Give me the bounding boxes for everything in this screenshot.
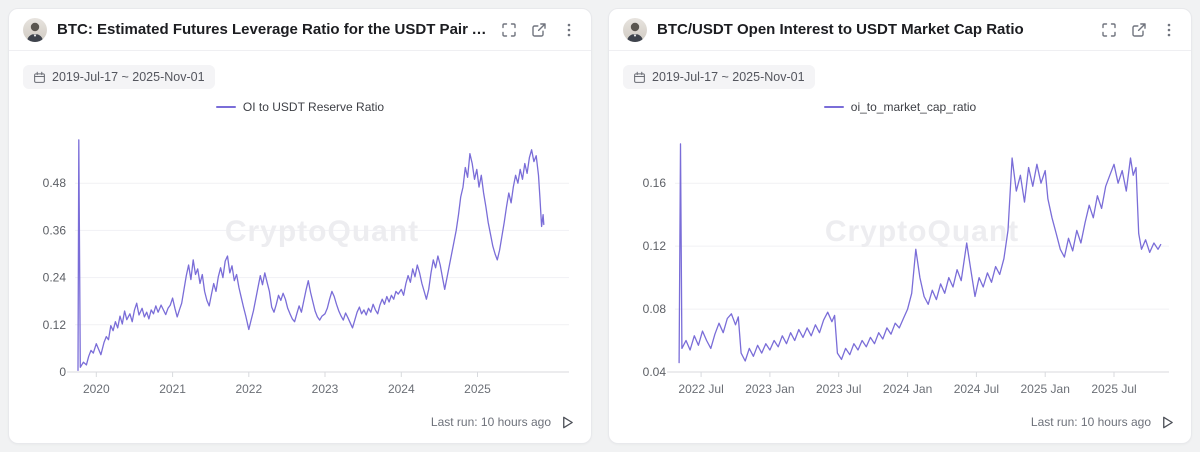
more-options-icon[interactable] bbox=[561, 22, 577, 38]
calendar-icon bbox=[634, 71, 645, 83]
open-external-icon[interactable] bbox=[531, 22, 547, 38]
svg-text:0.24: 0.24 bbox=[43, 271, 67, 285]
run-play-icon[interactable] bbox=[560, 415, 575, 430]
card-title: BTC/USDT Open Interest to USDT Market Ca… bbox=[657, 21, 1024, 38]
more-options-icon[interactable] bbox=[1161, 22, 1177, 38]
svg-text:2021: 2021 bbox=[159, 382, 186, 396]
svg-text:2025 Jul: 2025 Jul bbox=[1091, 382, 1136, 396]
card-title: BTC: Estimated Futures Leverage Ratio fo… bbox=[57, 21, 491, 38]
line-chart-oi-market-cap[interactable]: CryptoQuant 2022 Jul 2023 Jan 2023 Jul 2024 … bbox=[623, 116, 1179, 402]
line-chart-leverage-ratio[interactable]: CryptoQuant 2020 2021 2022 2023 2024 2025 0 0.12… bbox=[23, 116, 579, 402]
last-run-text: Last run: 10 hours ago bbox=[1030, 415, 1151, 429]
svg-text:2023: 2023 bbox=[312, 382, 339, 396]
svg-text:2024: 2024 bbox=[388, 382, 415, 396]
svg-text:2022: 2022 bbox=[235, 382, 262, 396]
svg-text:0: 0 bbox=[59, 365, 66, 379]
run-play-icon[interactable] bbox=[1160, 415, 1175, 430]
author-avatar[interactable] bbox=[623, 17, 647, 42]
svg-text:2025: 2025 bbox=[464, 382, 491, 396]
svg-text:2020: 2020 bbox=[83, 382, 110, 396]
date-range-badge[interactable]: 2019-Jul-17 ~ 2025-Nov-01 bbox=[23, 65, 215, 89]
svg-text:2024 Jul: 2024 Jul bbox=[954, 382, 999, 396]
svg-text:0.12: 0.12 bbox=[43, 318, 67, 332]
svg-text:0.04: 0.04 bbox=[643, 365, 667, 379]
svg-text:0.12: 0.12 bbox=[643, 239, 667, 253]
author-avatar[interactable] bbox=[23, 17, 47, 42]
legend-label: OI to USDT Reserve Ratio bbox=[242, 100, 385, 114]
fullscreen-icon[interactable] bbox=[501, 22, 517, 38]
svg-text:2024 Jan: 2024 Jan bbox=[883, 382, 932, 396]
svg-text:0.08: 0.08 bbox=[643, 302, 667, 316]
card-header: BTC/USDT Open Interest to USDT Market Ca… bbox=[609, 9, 1191, 51]
date-range-badge[interactable]: 2019-Jul-17 ~ 2025-Nov-01 bbox=[623, 65, 815, 89]
svg-text:2023 Jan: 2023 Jan bbox=[745, 382, 794, 396]
chart-card-leverage-ratio: BTC: Estimated Futures Leverage Ratio fo… bbox=[8, 8, 592, 444]
date-range-text: 2019-Jul-17 ~ 2025-Nov-01 bbox=[52, 70, 205, 84]
legend[interactable]: OI to USDT Reserve Ratio bbox=[23, 100, 577, 114]
svg-text:0.48: 0.48 bbox=[43, 176, 67, 190]
legend-line-swatch bbox=[215, 106, 236, 108]
svg-text:CryptoQuant: CryptoQuant bbox=[225, 215, 419, 248]
svg-text:0.36: 0.36 bbox=[43, 223, 67, 237]
card-header: BTC: Estimated Futures Leverage Ratio fo… bbox=[9, 9, 591, 51]
svg-text:2023 Jul: 2023 Jul bbox=[816, 382, 861, 396]
svg-text:2025 Jan: 2025 Jan bbox=[1021, 382, 1070, 396]
chart-card-oi-market-cap: BTC/USDT Open Interest to USDT Market Ca… bbox=[608, 8, 1192, 444]
svg-text:0.16: 0.16 bbox=[643, 176, 667, 190]
legend-line-swatch bbox=[823, 106, 844, 108]
legend-label: oi_to_market_cap_ratio bbox=[850, 100, 977, 114]
calendar-icon bbox=[34, 71, 45, 83]
fullscreen-icon[interactable] bbox=[1101, 22, 1117, 38]
svg-text:CryptoQuant: CryptoQuant bbox=[825, 215, 1019, 248]
person-photo-icon bbox=[27, 22, 43, 42]
open-external-icon[interactable] bbox=[1131, 22, 1147, 38]
date-range-text: 2019-Jul-17 ~ 2025-Nov-01 bbox=[652, 70, 805, 84]
last-run-text: Last run: 10 hours ago bbox=[430, 415, 551, 429]
legend[interactable]: oi_to_market_cap_ratio bbox=[623, 100, 1177, 114]
svg-text:2022 Jul: 2022 Jul bbox=[678, 382, 723, 396]
person-photo-icon bbox=[627, 22, 643, 42]
